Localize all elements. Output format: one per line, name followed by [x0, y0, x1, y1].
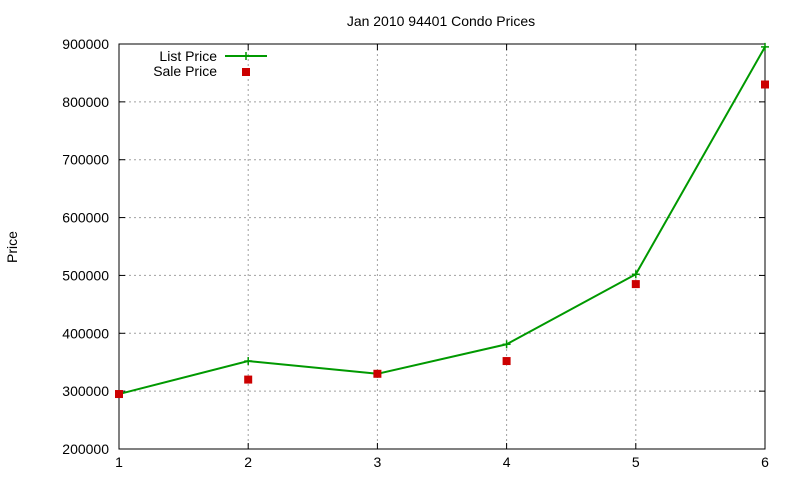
- point-list-price: [502, 340, 511, 349]
- x-tick-label: 6: [761, 454, 769, 470]
- y-tick-label: 200000: [62, 441, 109, 457]
- y-tick-label: 500000: [62, 267, 109, 283]
- x-tick-label: 3: [374, 454, 382, 470]
- legend-label-sale-price: Sale Price: [153, 63, 217, 79]
- x-tick-label: 2: [244, 454, 252, 470]
- point-sale-price: [373, 369, 382, 378]
- legend: List Price Sale Price: [153, 48, 267, 79]
- y-axis-label: Price: [4, 231, 20, 263]
- point-list-price: [244, 357, 253, 366]
- grid: [119, 44, 765, 449]
- y-tick-label: 800000: [62, 94, 109, 110]
- chart-title: Jan 2010 94401 Condo Prices: [347, 13, 535, 29]
- point-sale-price: [115, 390, 123, 399]
- y-tick-label: 700000: [62, 152, 109, 168]
- ticks: 200000 300000 400000 500000 600000 700000 8000…: [62, 36, 769, 470]
- y-tick-label: 400000: [62, 325, 109, 341]
- point-sale-price: [631, 280, 640, 289]
- x-tick-label: 4: [503, 454, 511, 470]
- legend-label-list-price: List Price: [159, 48, 217, 64]
- series-line-list-price: [118, 46, 766, 396]
- plot-border: [118, 43, 766, 450]
- point-sale-price: [761, 80, 769, 89]
- point-sale-price: [244, 375, 253, 384]
- point-sale-price: [502, 357, 511, 366]
- x-tick-label: 5: [632, 454, 640, 470]
- point-list-price: [761, 42, 769, 51]
- legend-marker-list-price: [242, 52, 250, 60]
- point-list-price: [631, 270, 640, 279]
- legend-marker-sale-price: [242, 68, 250, 76]
- y-tick-label: 600000: [62, 210, 109, 226]
- y-tick-label: 900000: [62, 36, 109, 52]
- x-tick-label: 1: [115, 454, 123, 470]
- y-tick-label: 300000: [62, 383, 109, 399]
- series: [115, 42, 769, 399]
